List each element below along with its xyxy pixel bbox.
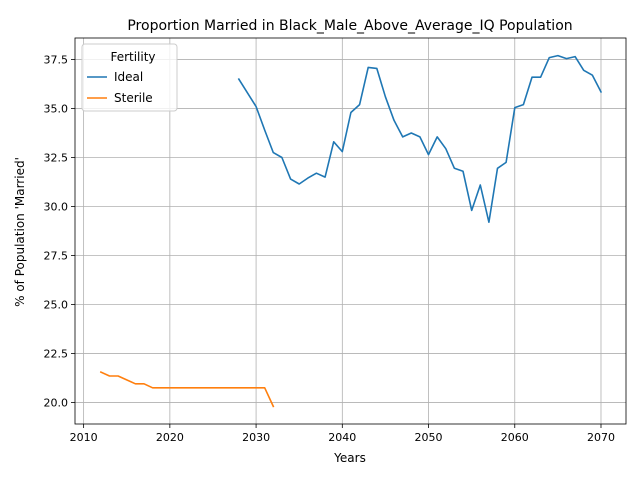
x-tick-label: 2020: [156, 431, 184, 444]
legend-title: Fertility: [110, 50, 155, 64]
legend-box: [81, 43, 178, 112]
legend-label-sterile: Sterile: [114, 91, 153, 105]
y-tick-label: 25.0: [44, 298, 69, 311]
y-tick-label: 27.5: [44, 249, 69, 262]
y-axis-label: % of Population 'Married': [13, 157, 27, 307]
x-tick-label: 2010: [70, 431, 98, 444]
grid: [75, 38, 626, 424]
series-line-sterile: [99, 371, 275, 408]
x-tick-label: 2040: [328, 431, 356, 444]
y-tick-label: 20.0: [44, 396, 69, 409]
legend-label-ideal: Ideal: [114, 70, 143, 84]
y-tick-label: 32.5: [44, 152, 69, 165]
chart-title: Proportion Married in Black_Male_Above_A…: [127, 18, 572, 34]
series-line-ideal: [237, 54, 603, 223]
y-tick-label: 35.0: [44, 103, 69, 116]
plot-area: [99, 54, 603, 408]
x-tick-label: 2050: [415, 431, 443, 444]
x-axis: 2010 2020 2030 2040 2050 2060 2070: [70, 424, 615, 444]
x-tick-label: 2060: [501, 431, 529, 444]
y-axis: 20.0 22.5 25.0 27.5 30.0 32.5 35.0 37.5: [44, 54, 75, 409]
legend: Fertility Ideal Sterile: [81, 43, 178, 112]
x-tick-label: 2070: [587, 431, 615, 444]
plot-frame: [74, 37, 627, 425]
y-tick-label: 37.5: [44, 54, 69, 67]
y-tick-label: 30.0: [44, 201, 69, 214]
x-axis-label: Years: [333, 451, 366, 465]
x-tick-label: 2030: [242, 431, 270, 444]
y-tick-label: 22.5: [44, 347, 69, 360]
